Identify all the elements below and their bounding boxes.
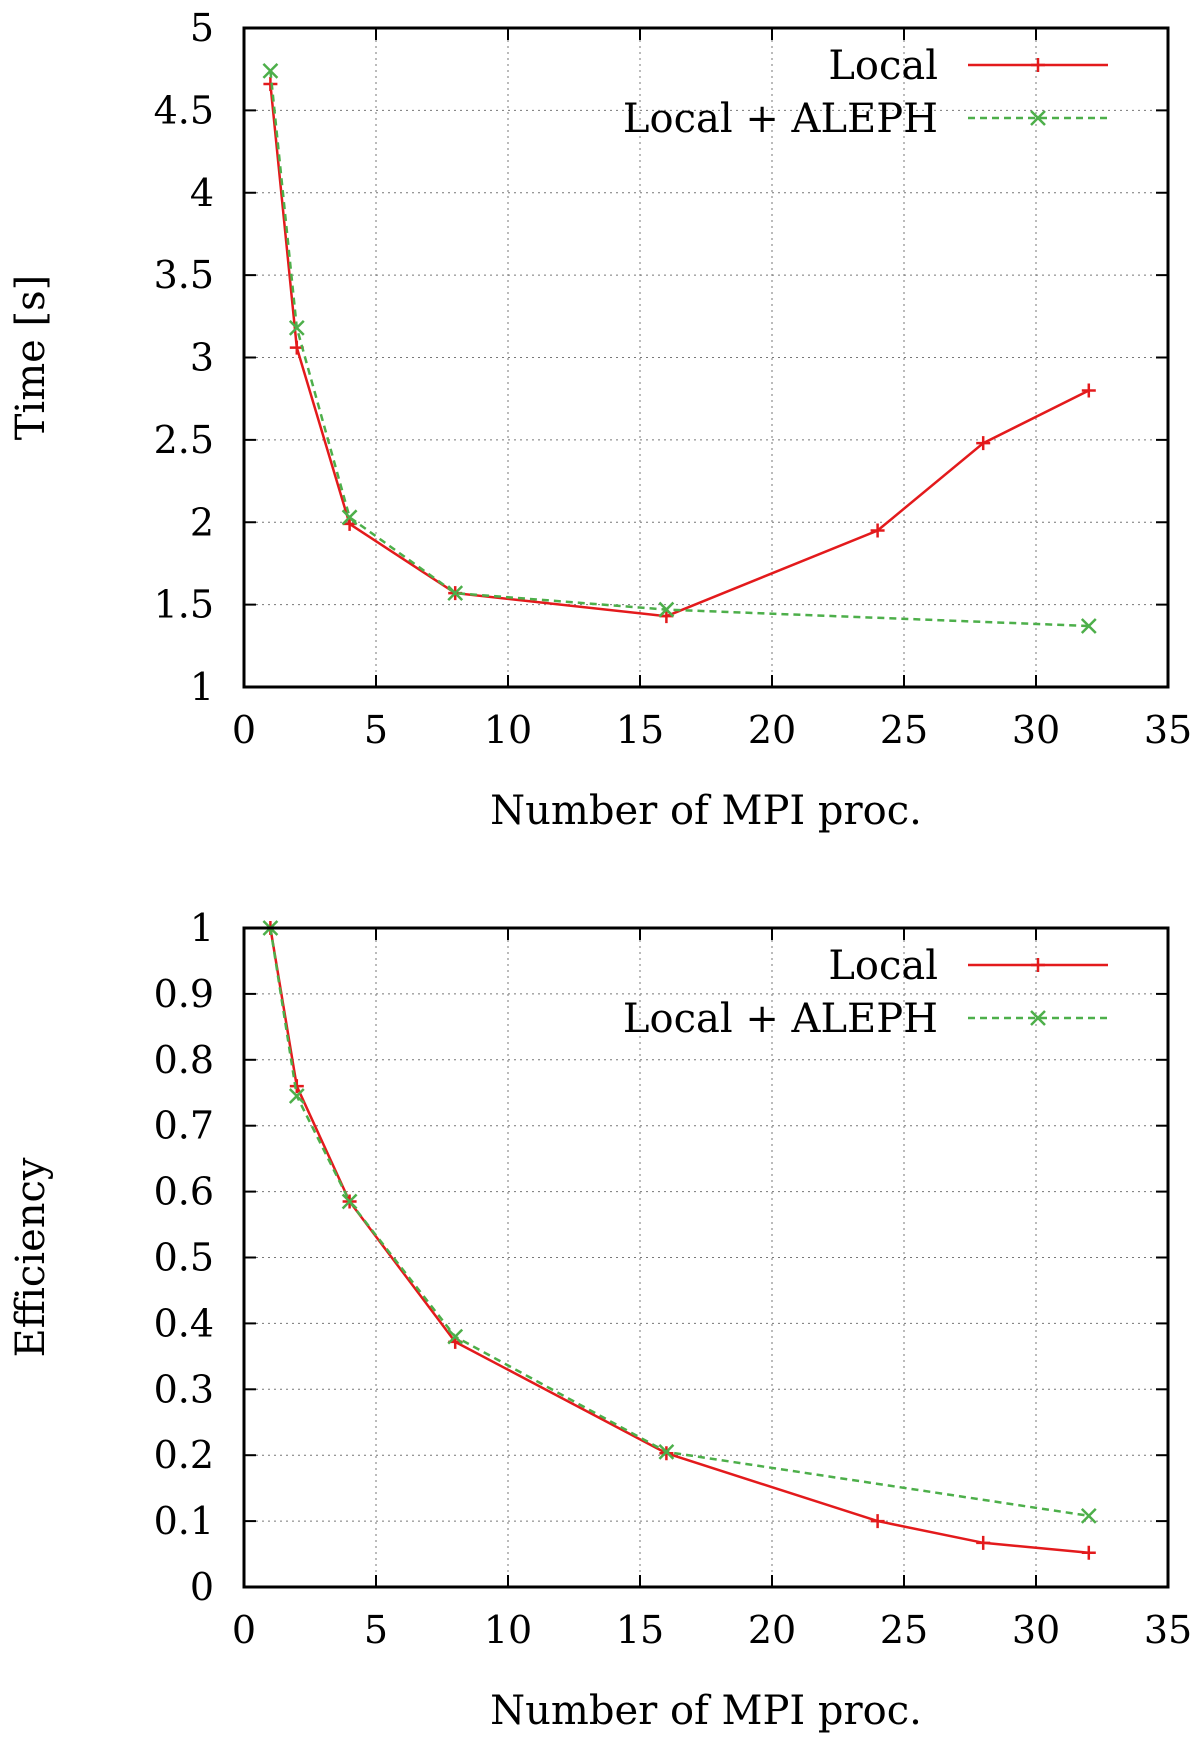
data-point-local-aleph [1080,618,1097,634]
y-axis-label: Time [s] [8,275,54,441]
y-tick-label: 0.1 [154,1499,214,1543]
y-tick-label: 0.2 [154,1433,214,1477]
y-tick-label: 0.9 [154,972,214,1016]
legend-marker [1031,58,1045,72]
data-point-local [1081,383,1096,398]
legend-marker [1030,110,1046,126]
data-point-local-aleph [1080,1507,1097,1524]
y-tick-label: 1 [190,906,214,950]
y-tick-label: 0.7 [154,1104,214,1148]
series-line-local [269,83,1090,618]
x-tick-label: 20 [748,1608,796,1652]
data-point-local [870,1514,885,1529]
plot-frame [242,926,1170,1589]
y-tick-label: 0.3 [154,1367,214,1411]
series-line-local [269,927,1089,1554]
y-tick-label: 0.6 [154,1170,214,1214]
data-point-local [263,77,278,92]
y-tick-label: 4.5 [154,88,214,132]
x-tick-label: 0 [232,1608,256,1652]
x-tick-label: 10 [484,708,532,752]
y-tick-label: 0 [190,1565,214,1609]
x-tick-label: 30 [1012,1608,1060,1652]
y-tick-label: 4 [190,171,214,215]
data-point-local-aleph [447,1328,464,1345]
plot-frame [242,26,1170,689]
y-tick-label: 0.8 [154,1038,214,1082]
data-point-local [870,523,885,538]
x-axis-label: Number of MPI proc. [490,788,922,834]
data-point-local-aleph [658,1444,675,1460]
x-tick-label: 20 [748,708,796,752]
data-point-local [976,436,991,451]
x-tick-label: 0 [232,708,256,752]
x-axis-label: Number of MPI proc. [490,1688,922,1734]
series-line-local-aleph [269,927,1089,1518]
legend-label-local-aleph: Local + ALEPH [623,996,938,1042]
data-point-local [659,609,674,624]
legend-marker [1030,1010,1046,1026]
data-point-local-aleph [447,585,464,601]
data-point-local-aleph [288,319,305,336]
x-tick-label: 10 [484,1608,532,1652]
y-tick-label: 3 [190,336,214,380]
y-axis-label: Efficiency [8,1157,54,1357]
series-line-local-aleph [269,70,1089,628]
data-point-local [1081,1545,1096,1560]
x-tick-label: 15 [616,1608,664,1652]
data-point-local [289,1079,304,1094]
chart-panel-2: 0 5 10 15 20 25 30 35 0 0.1 0.2 0.3 0.4 0.5 0.6 0.7 0.8 0… [8,906,1192,1734]
y-tick-label: 0.5 [154,1236,214,1280]
data-point-local-aleph [288,1088,305,1104]
x-tick-label: 5 [364,1608,388,1652]
y-tick-label: 1 [190,665,214,709]
chart-panel-1: 0 5 10 15 20 25 30 35 1 1.5 2 2.5 3 3.5 4 4.5 5 Number of… [8,6,1192,834]
data-point-local-aleph [341,1193,358,1210]
x-tick-label: 5 [364,708,388,752]
data-point-local [342,516,357,531]
data-point-local-aleph [658,601,675,618]
legend-label-local: Local [828,943,938,989]
y-tick-label: 3.5 [154,253,214,297]
x-tick-label: 15 [616,708,664,752]
data-point-local-aleph [262,62,279,79]
y-tick-label: 1.5 [154,583,214,627]
data-point-local [976,1535,991,1550]
y-tick-label: 0.4 [154,1301,214,1345]
y-tick-label: 2.5 [154,418,214,462]
x-tick-label: 30 [1012,708,1060,752]
y-tick-label: 5 [190,6,214,50]
x-tick-label: 35 [1144,708,1192,752]
x-tick-label: 35 [1144,1608,1192,1652]
legend-label-local: Local [828,43,938,89]
x-tick-label: 25 [880,708,928,752]
y-tick-label: 2 [190,500,214,544]
data-point-local-aleph [341,509,358,526]
legend-label-local-aleph: Local + ALEPH [623,96,938,142]
x-tick-label: 25 [880,1608,928,1652]
legend-marker [1031,958,1045,972]
